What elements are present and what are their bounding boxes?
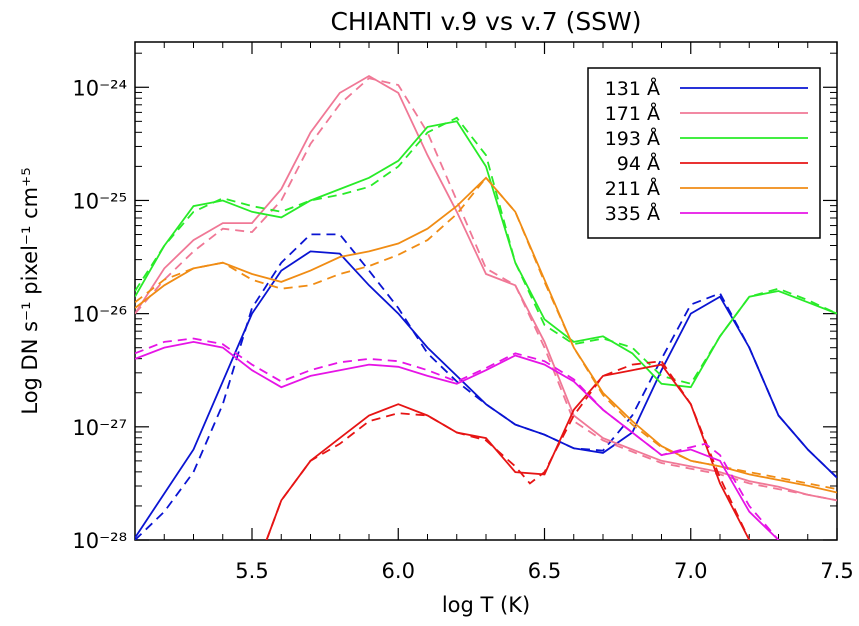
series-335-v7-dashed [135,337,780,540]
series-94-v9-solid [265,363,751,540]
x-tick-label: 6.0 [382,559,415,583]
series-131-v9-solid [135,250,837,539]
legend-box [587,67,821,239]
y-axis-label: Log DN s⁻¹ pixel⁻¹ cm⁺⁵ [18,167,42,414]
axis-ticks: 5.5 6.0 6.5 7.0 7.5 10⁻²⁴ 10⁻²⁵ 10⁻²⁶ 10⁻²⁷ 10⁻²⁸ [72,42,854,583]
series-lines [135,74,837,540]
legend-label: 193 Å [605,127,660,150]
x-tick-label: 5.5 [235,559,268,583]
legend-label: 335 Å [605,202,660,225]
legend-label: 131 Å [605,77,660,100]
series-171-v9-solid [135,74,837,502]
y-tick-label: 10⁻²⁷ [72,416,127,440]
series-171-v7-dashed [135,77,837,502]
series-131-v7-dashed [135,233,837,540]
legend-label: 211 Å [605,177,660,200]
y-tick-label: 10⁻²⁶ [72,303,127,327]
series-335-v9-solid [135,340,780,540]
x-tick-label: 6.5 [528,559,561,583]
y-tick-label: 10⁻²⁸ [72,529,127,553]
chart-title: CHIANTI v.9 vs v.7 (SSW) [330,7,641,36]
legend-label: 171 Å [605,102,660,125]
series-94-v7-dashed [265,360,751,540]
series-193-v9-solid [135,120,837,389]
y-tick-label: 10⁻²⁵ [72,189,127,213]
legend-label: 94 Å [617,152,660,175]
y-tick-label: 10⁻²⁴ [72,76,127,100]
x-tick-label: 7.5 [820,559,853,583]
series-211-v9-solid [135,176,837,494]
x-axis-label: log T (K) [442,593,530,617]
x-tick-label: 7.0 [674,559,707,583]
